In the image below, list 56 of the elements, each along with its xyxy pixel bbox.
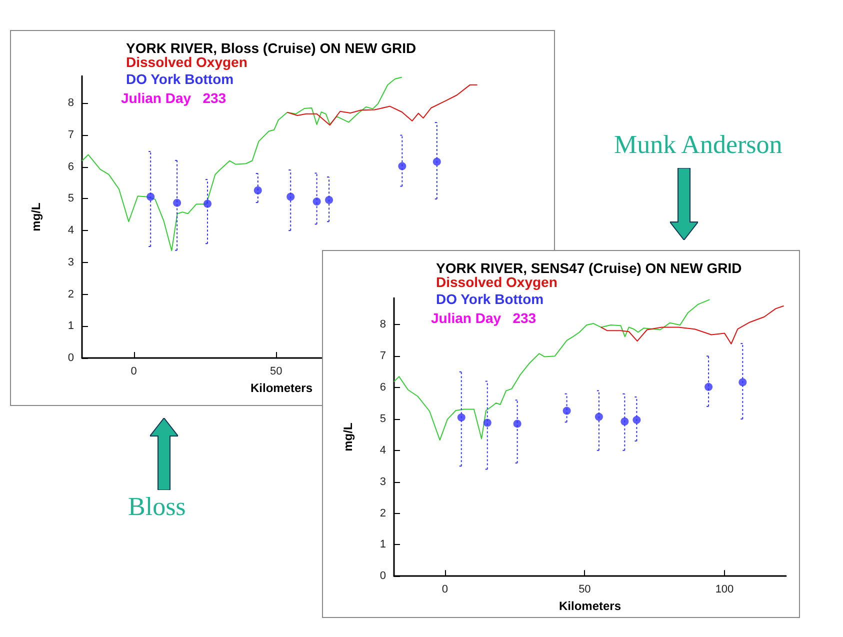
text: Dissolved Oxygen [126,54,248,70]
line-series [286,84,478,126]
y-tick-label: 1 [68,320,74,332]
y-tick-label: 2 [68,288,74,300]
point [254,186,262,194]
y-tick-label: 2 [380,507,386,520]
x-tick-label: 100 [715,584,734,596]
y-axis-title: mg/L [341,422,355,452]
text: DO York Bottom [126,71,234,87]
point [738,378,747,386]
y-tick-label: 0 [68,352,74,364]
x-tick-label: 50 [270,366,282,378]
y-tick-label: 6 [68,160,74,173]
point [632,416,641,424]
point [398,162,406,170]
chart-title: YORK RIVER, SENS47 (Cruise) ON NEW GRID [436,260,742,276]
chart-title: YORK RIVER, Bloss (Cruise) ON NEW GRID [126,40,416,56]
point [483,418,492,427]
y-tick-label: 4 [380,444,386,456]
point [204,200,212,208]
text: Bloss [128,492,186,522]
y-tick-label: 8 [380,318,386,331]
text: Julian Day 233 [121,90,226,106]
point [562,406,571,415]
point [704,382,713,391]
y-tick-label: 3 [380,476,386,488]
y-tick-label: 4 [68,224,74,237]
x-axis-title: Kilometers [558,599,622,613]
point [457,413,466,422]
y-axis-title: mg/L [29,202,43,232]
y-tick-label: 5 [68,192,74,205]
point [513,420,522,428]
point [173,198,182,207]
y-tick-label: 5 [380,412,386,425]
y-tick-label: 8 [68,97,74,110]
point [286,192,295,201]
point [325,196,334,204]
x-tick-label: 50 [578,584,591,596]
x-tick-label: 0 [442,584,448,596]
text: DO York Bottom [436,291,544,307]
text: Dissolved Oxygen [436,274,558,290]
point [146,192,155,201]
text: Julian Day 233 [431,310,536,326]
y-tick-label: 6 [380,382,386,394]
y-tick-label: 0 [380,570,386,582]
point [620,417,629,426]
point [312,198,321,206]
point [432,158,441,166]
y-tick-label: 3 [68,256,74,268]
point [594,412,603,421]
y-tick-label: 7 [380,350,386,362]
x-axis-title: Kilometers [250,380,313,395]
y-tick-label: 7 [68,128,74,141]
text: Munk Anderson [614,130,782,160]
y-tick-label: 1 [380,538,386,551]
line-series [600,305,784,344]
